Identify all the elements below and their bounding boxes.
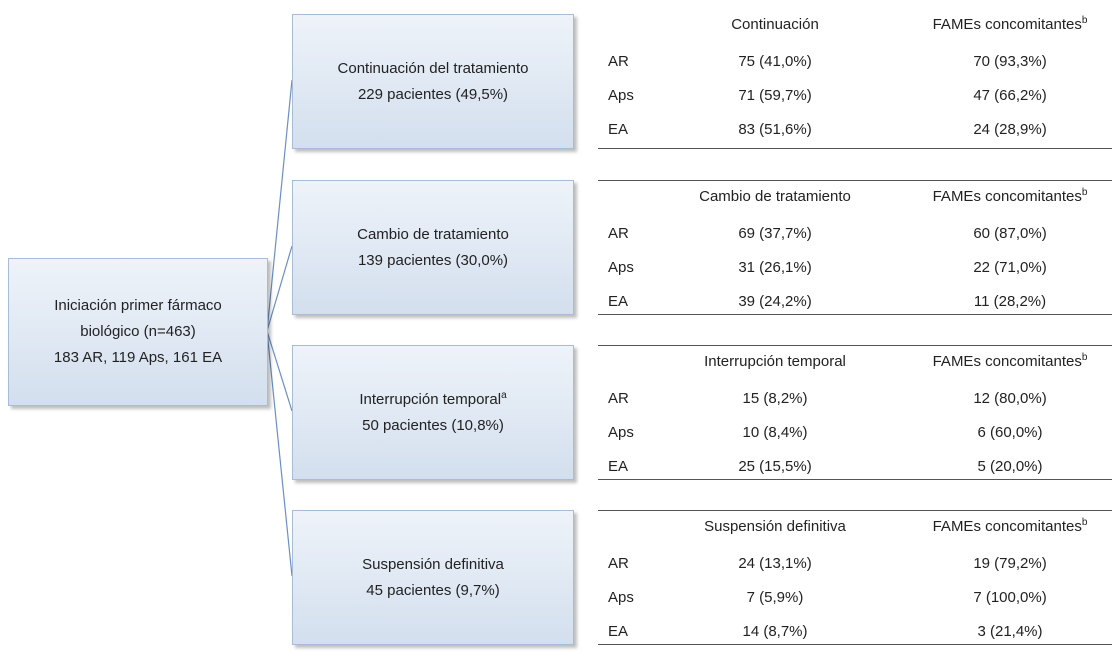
group-count: 139 pacientes (30,0%): [357, 251, 509, 269]
group-box: Cambio de tratamiento 139 pacientes (30,0…: [292, 180, 574, 315]
row-label: Aps: [608, 87, 634, 104]
footnote-marker: b: [1081, 15, 1088, 26]
group-box: Interrupción temporala 50 pacientes (10,8…: [292, 345, 574, 480]
root-line: Iniciación primer fármaco: [54, 297, 222, 314]
table-rule: [598, 314, 1112, 315]
table-cell: 12 (80,0%): [973, 390, 1047, 407]
group-title-text: Interrupción temporal: [359, 390, 502, 408]
table-cell: 22 (71,0%): [973, 259, 1047, 276]
table-header: Continuación: [731, 16, 819, 33]
footnote-marker: b: [1081, 352, 1088, 363]
table-header: FAMEs concomitantesb: [932, 187, 1088, 206]
table-cell: 19 (79,2%): [973, 555, 1047, 572]
table-rule: [598, 148, 1112, 149]
root-box: Iniciación primer fármaco biológico (n=4…: [8, 258, 268, 406]
group-title: Cambio de tratamiento: [357, 222, 509, 248]
row-label: AR: [608, 555, 629, 572]
connector: [266, 79, 293, 332]
connector: [266, 330, 293, 577]
table-cell: 25 (15,5%): [738, 458, 812, 475]
row-label: EA: [608, 121, 629, 138]
table-cell: 3 (21,4%): [977, 623, 1043, 640]
group-box: Continuación del tratamiento 229 paciente…: [292, 14, 574, 149]
row-label: EA: [608, 458, 629, 475]
table-cell: 14 (8,7%): [742, 623, 808, 640]
root-line: 183 AR, 119 Aps, 161 EA: [53, 349, 223, 366]
connector: [266, 330, 293, 412]
table-cell: 69 (37,7%): [738, 225, 812, 242]
table-cell: 5 (20,0%): [977, 458, 1043, 475]
row-label: Aps: [608, 259, 634, 276]
table-cell: 6 (60,0%): [977, 424, 1043, 441]
group-count: 45 pacientes (9,7%): [366, 581, 500, 599]
footnote-marker: b: [1081, 517, 1088, 528]
group-count: 229 pacientes (49,5%): [357, 85, 509, 103]
row-label: EA: [608, 293, 629, 310]
table-cell: 70 (93,3%): [973, 53, 1047, 70]
connector: [266, 245, 293, 332]
group-count: 50 pacientes (10,8%): [362, 416, 504, 434]
table-cell: 83 (51,6%): [738, 121, 812, 138]
row-label: Aps: [608, 589, 634, 606]
table-rule: [598, 180, 1112, 181]
header-text: FAMEs concomitantes: [932, 353, 1082, 370]
table-cell: 47 (66,2%): [973, 87, 1047, 104]
table-header: Interrupción temporal: [704, 353, 846, 370]
table-cell: 39 (24,2%): [738, 293, 812, 310]
row-label: Aps: [608, 424, 634, 441]
table-cell: 71 (59,7%): [738, 87, 812, 104]
table-cell: 31 (26,1%): [738, 259, 812, 276]
table-cell: 24 (13,1%): [738, 555, 812, 572]
table-header: Suspensión definitiva: [704, 518, 846, 535]
row-label: AR: [608, 390, 629, 407]
group-title: Suspensión definitiva: [362, 552, 504, 578]
table-cell: 10 (8,4%): [742, 424, 808, 441]
table-cell: 11 (28,2%): [973, 293, 1047, 310]
root-line: biológico (n=463): [80, 323, 196, 340]
row-label: AR: [608, 225, 629, 242]
group-title: Interrupción temporala: [359, 387, 506, 413]
table-cell: 7 (100,0%): [973, 589, 1047, 606]
group-title-text: Cambio de tratamiento: [357, 225, 509, 243]
header-text: FAMEs concomitantes: [932, 188, 1082, 205]
header-text: FAMEs concomitantes: [932, 16, 1082, 33]
footnote-marker: a: [501, 389, 507, 401]
group-title: Continuación del tratamiento: [338, 56, 529, 82]
footnote-marker: b: [1081, 187, 1088, 198]
table-cell: 7 (5,9%): [746, 589, 804, 606]
table-header: FAMEs concomitantesb: [932, 15, 1088, 34]
table-header: FAMEs concomitantesb: [932, 352, 1088, 371]
table-rule: [598, 510, 1112, 511]
group-box: Suspensión definitiva 45 pacientes (9,7%): [292, 510, 574, 645]
table-rule: [598, 644, 1112, 645]
table-rule: [598, 345, 1112, 346]
table-cell: 75 (41,0%): [738, 53, 812, 70]
row-label: AR: [608, 53, 629, 70]
table-header: FAMEs concomitantesb: [932, 517, 1088, 536]
header-text: FAMEs concomitantes: [932, 518, 1082, 535]
table-cell: 24 (28,9%): [973, 121, 1047, 138]
table-rule: [598, 479, 1112, 480]
group-title-text: Continuación del tratamiento: [337, 59, 529, 77]
row-label: EA: [608, 623, 629, 640]
table-cell: 15 (8,2%): [742, 390, 808, 407]
table-header: Cambio de tratamiento: [699, 188, 851, 205]
group-title-text: Suspensión definitiva: [362, 555, 504, 573]
table-cell: 60 (87,0%): [973, 225, 1047, 242]
